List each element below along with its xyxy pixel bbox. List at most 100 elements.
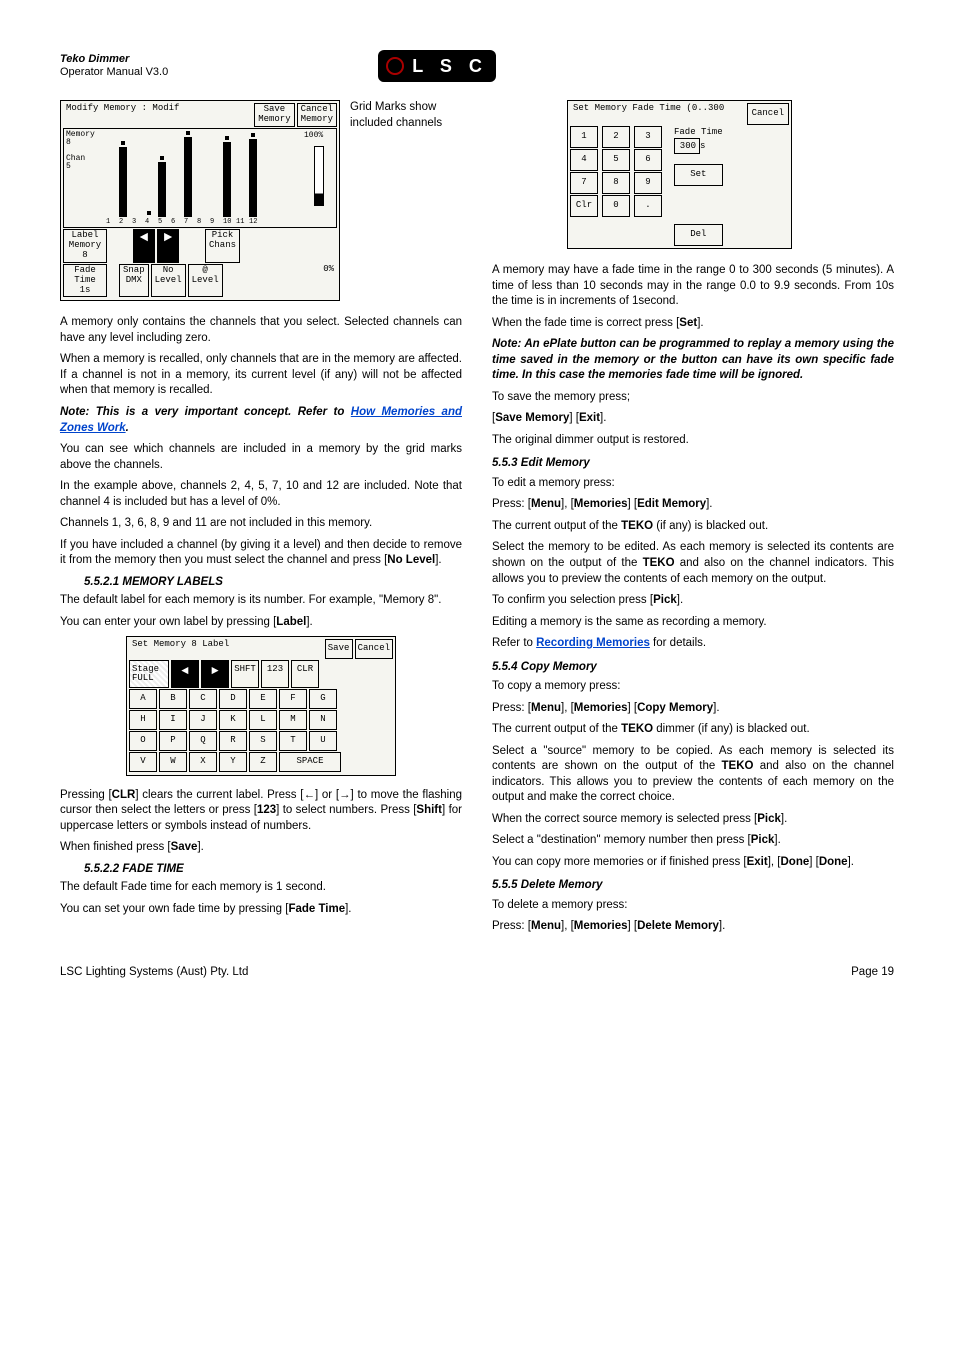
logo-icon	[386, 57, 404, 75]
para: The current output of the TEKO dimmer (i…	[492, 722, 894, 738]
chan-label: Chan 5	[66, 155, 102, 171]
numpad-key-Clr[interactable]: Clr	[570, 195, 598, 217]
kbd-key-d[interactable]: D	[219, 689, 247, 709]
numpad: 123 456 789 Clr0.	[570, 126, 662, 246]
cancel-memory-button[interactable]: Cancel Memory	[297, 103, 337, 127]
para: If you have included a channel (by givin…	[60, 538, 462, 569]
kbd-key-i[interactable]: I	[159, 710, 187, 730]
text: ].	[306, 616, 312, 628]
kbd-key-t[interactable]: T	[279, 731, 307, 751]
kbd-key-n[interactable]: N	[309, 710, 337, 730]
kbd-key-c[interactable]: C	[189, 689, 217, 709]
para: To delete a memory press:	[492, 898, 894, 914]
fade-time-button[interactable]: Fade Time 1s	[63, 264, 107, 298]
channel-number: 12	[249, 218, 257, 227]
fade-time-ref: Fade Time	[288, 903, 345, 915]
text: You can copy more memories or if finishe…	[492, 856, 747, 868]
kbd-arrow-left[interactable]: ◄	[171, 660, 199, 688]
level-slider[interactable]	[314, 146, 324, 206]
kbd-key-w[interactable]: W	[159, 752, 187, 772]
kbd-cancel-button[interactable]: Cancel	[355, 639, 393, 659]
numpad-key-1[interactable]: 1	[570, 126, 598, 148]
save-memory-button[interactable]: Save Memory	[254, 103, 294, 127]
channel-number: 11	[236, 218, 244, 227]
numpad-key-5[interactable]: 5	[602, 149, 630, 171]
kbd-save-button[interactable]: Save	[325, 639, 353, 659]
fade-cancel-button[interactable]: Cancel	[747, 103, 789, 125]
done-ref: Done	[780, 856, 809, 868]
numpad-key-2[interactable]: 2	[602, 126, 630, 148]
pick-ref: Pick	[751, 834, 775, 846]
kbd-key-z[interactable]: Z	[249, 752, 277, 772]
note: Note: This is a very important concept. …	[60, 405, 462, 436]
period: .	[126, 422, 129, 434]
no-level-button[interactable]: No Level	[151, 264, 186, 298]
menu-ref: Menu	[531, 920, 561, 932]
fade-del-button[interactable]: Del	[674, 224, 723, 246]
text: Refer to	[492, 637, 536, 649]
para: The default label for each memory is its…	[60, 593, 462, 609]
kbd-key-r[interactable]: R	[219, 731, 247, 751]
kbd-key-y[interactable]: Y	[219, 752, 247, 772]
kbd-key-m[interactable]: M	[279, 710, 307, 730]
pick-chans-button[interactable]: Pick Chans	[205, 229, 240, 263]
arrow-left-button[interactable]: ◄	[133, 229, 155, 263]
para: A memory only contains the channels that…	[60, 315, 462, 346]
channel-bar	[223, 142, 231, 217]
text: You can enter your own label by pressing…	[60, 616, 276, 628]
header-title: Teko Dimmer	[60, 53, 168, 66]
kbd-key-l[interactable]: L	[249, 710, 277, 730]
text: ].	[706, 498, 712, 510]
kbd-arrow-right[interactable]: ►	[201, 660, 229, 688]
at-level-button[interactable]: @ Level	[188, 264, 223, 298]
text: for details.	[650, 637, 706, 649]
numpad-key-.[interactable]: .	[634, 195, 662, 217]
kbd-key-e[interactable]: E	[249, 689, 277, 709]
kbd-key-o[interactable]: O	[129, 731, 157, 751]
kbd-key-f[interactable]: F	[279, 689, 307, 709]
exit-ref: Exit	[747, 856, 768, 868]
snap-dmx-button[interactable]: Snap DMX	[119, 264, 149, 298]
kbd-space-button[interactable]: SPACE	[279, 752, 341, 772]
arrow-right-button[interactable]: ►	[157, 229, 179, 263]
no-level-ref: No Level	[387, 554, 435, 566]
text: Press: [	[492, 920, 531, 932]
kbd-key-x[interactable]: X	[189, 752, 217, 772]
kbd-key-h[interactable]: H	[129, 710, 157, 730]
kbd-shft-button[interactable]: SHFT	[231, 660, 259, 688]
text: ].	[197, 841, 203, 853]
kbd-key-u[interactable]: U	[309, 731, 337, 751]
kbd-123-button[interactable]: 123	[261, 660, 289, 688]
label-button[interactable]: Label Memory 8	[63, 229, 107, 263]
numpad-key-6[interactable]: 6	[634, 149, 662, 171]
kbd-key-q[interactable]: Q	[189, 731, 217, 751]
numpad-key-4[interactable]: 4	[570, 149, 598, 171]
kbd-key-v[interactable]: V	[129, 752, 157, 772]
kbd-key-g[interactable]: G	[309, 689, 337, 709]
text: ], [	[561, 702, 574, 714]
text: Press: [	[492, 498, 531, 510]
channel-graph: Memory 8 Chan 5 123456789101112 100%	[63, 128, 337, 228]
lcd-title: Modify Memory : Modif	[63, 103, 252, 127]
kbd-key-a[interactable]: A	[129, 689, 157, 709]
save-ref: Save	[171, 841, 198, 853]
kbd-key-p[interactable]: P	[159, 731, 187, 751]
para: To edit a memory press:	[492, 476, 894, 492]
numpad-key-7[interactable]: 7	[570, 172, 598, 194]
kbd-clr-button[interactable]: CLR	[291, 660, 319, 688]
numpad-key-8[interactable]: 8	[602, 172, 630, 194]
fade-set-button[interactable]: Set	[674, 164, 723, 186]
page-footer: LSC Lighting Systems (Aust) Pty. Ltd Pag…	[60, 965, 894, 981]
kbd-key-k[interactable]: K	[219, 710, 247, 730]
para: Press: [Menu], [Memories] [Edit Memory].	[492, 497, 894, 513]
kbd-key-s[interactable]: S	[249, 731, 277, 751]
text: ].	[713, 702, 719, 714]
kbd-key-j[interactable]: J	[189, 710, 217, 730]
numpad-key-3[interactable]: 3	[634, 126, 662, 148]
recording-memories-link[interactable]: Recording Memories	[536, 637, 650, 649]
numpad-key-0[interactable]: 0	[602, 195, 630, 217]
numpad-key-9[interactable]: 9	[634, 172, 662, 194]
teko-ref: TEKO	[722, 760, 754, 772]
kbd-key-b[interactable]: B	[159, 689, 187, 709]
save-mem-ref: Save Memory	[495, 412, 569, 424]
